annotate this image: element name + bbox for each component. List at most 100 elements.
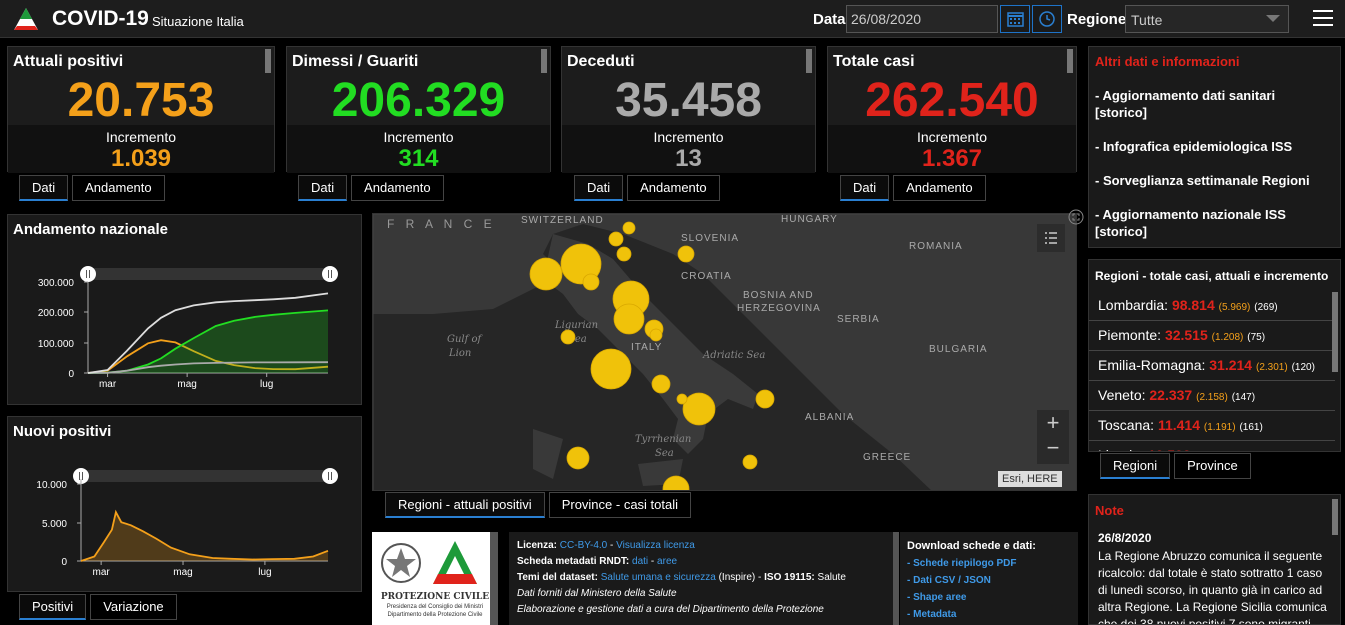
region-row[interactable]: Toscana: 11.414 (1.191) (161) bbox=[1089, 411, 1335, 441]
chevron-down-icon bbox=[1266, 15, 1280, 22]
italy-map[interactable]: F R A N C E SWITZERLAND HUNGARY SLOVENIA… bbox=[372, 213, 1077, 491]
map-label-albania: ALBANIA bbox=[805, 412, 855, 423]
region-row[interactable]: Emilia-Romagna: 31.214 (2.301) (120) bbox=[1089, 351, 1335, 381]
region-active: (2.158) bbox=[1196, 392, 1228, 403]
region-total: 22.337 bbox=[1149, 387, 1193, 403]
app-subtitle: Situazione Italia bbox=[152, 14, 244, 29]
region-bubble bbox=[560, 329, 576, 345]
region-increment: (147) bbox=[1231, 392, 1256, 403]
y-tick-label: 300.000 bbox=[38, 278, 75, 289]
protezione-civile-icon bbox=[433, 541, 477, 584]
y-tick-label: 100.000 bbox=[38, 339, 75, 350]
region-bubble bbox=[651, 374, 671, 394]
time-button[interactable] bbox=[1032, 5, 1062, 33]
map-label-bosnia: BOSNIA AND bbox=[743, 290, 814, 301]
tab-regioni[interactable]: Regioni bbox=[1100, 453, 1171, 479]
list-icon bbox=[1045, 232, 1057, 244]
card-scrollbar[interactable] bbox=[1067, 49, 1073, 73]
fullscreen-button[interactable] bbox=[1068, 209, 1084, 225]
card-tabs-guariti: Dati Andamento bbox=[298, 175, 444, 201]
tab-province[interactable]: Province bbox=[1174, 453, 1251, 479]
tab-dati[interactable]: Dati bbox=[298, 175, 348, 201]
increment-label: Incremento bbox=[653, 129, 724, 145]
y-tick-label: 5.000 bbox=[42, 519, 67, 530]
metadata-aree-link[interactable]: aree bbox=[657, 556, 678, 567]
card-scrollbar[interactable] bbox=[806, 49, 812, 73]
tab-dati[interactable]: Dati bbox=[574, 175, 624, 201]
region-select[interactable]: Tutte bbox=[1125, 5, 1289, 33]
card-value: 262.540 bbox=[865, 74, 1039, 127]
region-name: Liguria: bbox=[1098, 447, 1144, 451]
tab-dati[interactable]: Dati bbox=[840, 175, 890, 201]
region-label: Regione bbox=[1067, 11, 1127, 28]
map-label-tyrrhenian: Tyrrhenian bbox=[635, 434, 692, 445]
tab-andamento[interactable]: Andamento bbox=[351, 175, 444, 201]
region-active: (1.191) bbox=[1203, 422, 1236, 433]
tab-positivi[interactable]: Positivi bbox=[19, 594, 87, 620]
map-tabs: Regioni - attuali positivi Province - ca… bbox=[385, 492, 692, 518]
map-label-hungary: HUNGARY bbox=[781, 214, 838, 225]
fullscreen-icon bbox=[1068, 209, 1084, 225]
calendar-button[interactable] bbox=[1000, 5, 1030, 33]
card-scrollbar[interactable] bbox=[265, 49, 271, 73]
map-label-herzegovina: HERZEGOVINA bbox=[737, 303, 821, 314]
region-row[interactable]: Lombardia: 98.814 (5.969) (269) bbox=[1089, 291, 1335, 321]
footer-logo: PROTEZIONE CIVILE Presidenza del Consigl… bbox=[372, 532, 498, 625]
download-pdf-link[interactable]: - Schede riepilogo PDF bbox=[907, 558, 1017, 569]
x-tick-label: mar bbox=[93, 567, 111, 578]
tab-dati[interactable]: Dati bbox=[19, 175, 69, 201]
card-title: Attuali positivi bbox=[13, 53, 124, 70]
map-label-adriatic: Adriatic Sea bbox=[703, 350, 766, 361]
view-license-link[interactable]: Visualizza licenza bbox=[616, 540, 695, 551]
note-date: 26/8/2020 bbox=[1098, 531, 1152, 545]
license-label: Licenza: bbox=[517, 540, 558, 551]
tab-province-totali[interactable]: Province - casi totali bbox=[548, 492, 692, 518]
region-increment: (269) bbox=[1254, 302, 1278, 313]
map-label-ligurian-sea: Sea bbox=[568, 334, 587, 345]
hamburger-menu-icon[interactable] bbox=[1313, 10, 1333, 28]
themes-line: Temi del dataset: Salute umana e sicurez… bbox=[517, 570, 889, 586]
metadata-dati-link[interactable]: dati bbox=[632, 556, 649, 567]
zoom-out-button[interactable]: − bbox=[1046, 435, 1060, 460]
tab-andamento[interactable]: Andamento bbox=[72, 175, 165, 201]
tab-variazione[interactable]: Variazione bbox=[90, 594, 177, 620]
link-infografica-iss[interactable]: - Infografica epidemiologica ISS bbox=[1095, 139, 1293, 154]
region-row[interactable]: Veneto: 22.337 (2.158) (147) bbox=[1089, 381, 1335, 411]
map-label-ligurian: Ligurian bbox=[555, 320, 599, 331]
metadata-line: Scheda metadati RNDT: dati - aree bbox=[517, 554, 889, 570]
slider-handle-start bbox=[73, 468, 89, 484]
license-link[interactable]: CC-BY-4.0 bbox=[559, 540, 608, 551]
link-aggiornamento-iss[interactable]: - Aggiornamento nazionale ISS [storico] bbox=[1095, 207, 1286, 239]
download-csv-link[interactable]: - Dati CSV / JSON bbox=[907, 575, 991, 586]
card-scrollbar[interactable] bbox=[541, 49, 547, 73]
zoom-in-button[interactable]: + bbox=[1046, 410, 1060, 435]
x-tick-label: mar bbox=[99, 379, 117, 390]
note-scrollbar[interactable] bbox=[1332, 499, 1338, 535]
themes-link[interactable]: Salute umana e sicurezza bbox=[600, 572, 716, 583]
link-sorveglianza-regioni[interactable]: - Sorveglianza settimanale Regioni bbox=[1095, 173, 1310, 188]
footer-license: Licenza: CC-BY-4.0 - Visualizza licenza … bbox=[509, 532, 897, 625]
card-tabs-totale: Dati Andamento bbox=[840, 175, 986, 201]
italian-emblem-icon bbox=[381, 543, 421, 583]
region-bubble bbox=[529, 257, 563, 291]
region-row[interactable]: Piemonte: 32.515 (1.208) (75) bbox=[1089, 321, 1335, 351]
license-sep: - bbox=[607, 540, 617, 551]
case-bubbles[interactable] bbox=[373, 214, 1077, 491]
legend-list-button[interactable] bbox=[1037, 224, 1065, 252]
link-aggiornamento-dati[interactable]: - Aggiornamento dati sanitari [storico] bbox=[1095, 88, 1276, 120]
tab-andamento[interactable]: Andamento bbox=[893, 175, 986, 201]
region-total: 11.414 bbox=[1157, 417, 1200, 433]
regions-scrollbar[interactable] bbox=[1332, 292, 1338, 372]
region-bubble bbox=[616, 246, 632, 262]
tab-regioni-attuali[interactable]: Regioni - attuali positivi bbox=[385, 492, 545, 518]
region-name: Lombardia: bbox=[1098, 297, 1169, 313]
footer-logo-scrollbar[interactable] bbox=[490, 532, 498, 625]
download-metadata-link[interactable]: - Metadata bbox=[907, 609, 957, 620]
footer-license-scrollbar[interactable] bbox=[893, 532, 899, 625]
download-shape-link[interactable]: - Shape aree bbox=[907, 592, 967, 603]
footer-downloads: Download schede e dati: - Schede riepilo… bbox=[900, 532, 1078, 625]
tab-andamento[interactable]: Andamento bbox=[627, 175, 720, 201]
date-input[interactable] bbox=[846, 5, 998, 33]
region-row[interactable]: Liguria: 10.509 bbox=[1089, 441, 1335, 451]
license-line: Licenza: CC-BY-4.0 - Visualizza licenza bbox=[517, 538, 889, 554]
